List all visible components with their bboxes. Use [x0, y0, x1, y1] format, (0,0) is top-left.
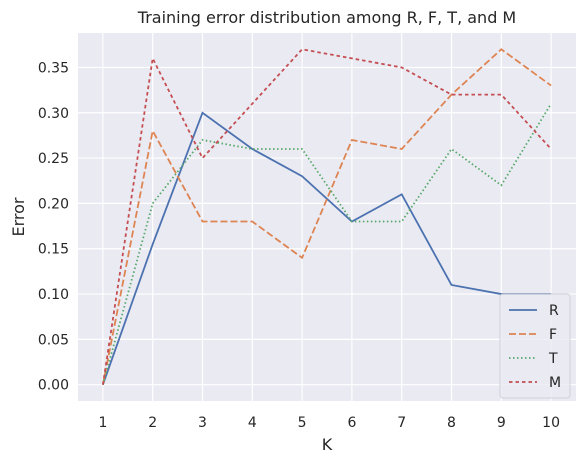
series-line-t: [102, 103, 552, 385]
y-tick-label: 0.05: [38, 332, 69, 348]
x-tick-label: 10: [542, 415, 560, 431]
x-tick-label: 8: [447, 415, 456, 431]
y-axis-label: Error: [9, 197, 28, 236]
x-tick-label: 9: [497, 415, 506, 431]
x-tick-label: 5: [298, 415, 307, 431]
legend-label-t: T: [548, 351, 558, 367]
legend-label-r: R: [549, 303, 559, 319]
y-tick-label: 0.15: [38, 242, 69, 258]
legend-label-m: M: [549, 375, 561, 391]
x-tick-label: 1: [98, 415, 107, 431]
y-tick-label: 0.00: [38, 378, 69, 394]
y-tick-label: 0.35: [38, 60, 69, 76]
chart-title: Training error distribution among R, F, …: [137, 8, 516, 27]
x-tick-label: 3: [198, 415, 207, 431]
x-axis-label: K: [322, 435, 333, 454]
x-tick-label: 6: [347, 415, 356, 431]
series-line-f: [102, 48, 552, 385]
x-tick-label: 7: [397, 415, 406, 431]
y-tick-labels: 0.00 0.05 0.10 0.15 0.20 0.25 0.30 0.35: [38, 60, 69, 393]
legend-label-f: F: [549, 327, 557, 343]
x-tick-label: 2: [148, 415, 157, 431]
series-line-m: [102, 48, 552, 385]
series-lines: [102, 48, 552, 385]
x-tick-label: 4: [248, 415, 257, 431]
series-line-r: [102, 111, 552, 385]
y-tick-label: 0.30: [38, 106, 69, 122]
x-tick-labels: 1 2 3 4 5 6 7 8 9 10: [98, 415, 560, 431]
y-tick-label: 0.20: [38, 196, 69, 212]
y-tick-label: 0.25: [38, 151, 69, 167]
y-tick-label: 0.10: [38, 287, 69, 303]
legend-box: [499, 293, 571, 399]
